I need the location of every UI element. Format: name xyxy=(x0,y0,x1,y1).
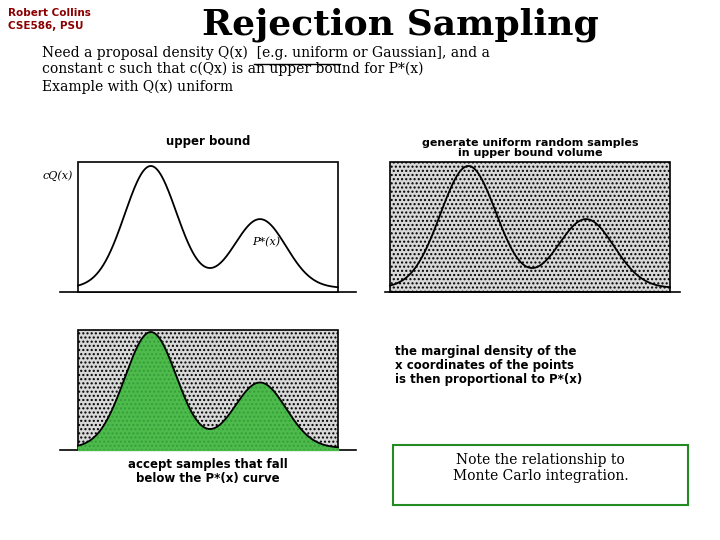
Text: upper bound: upper bound xyxy=(166,135,250,148)
Text: constant c such that c(Qx) is an upper bound for P*(x): constant c such that c(Qx) is an upper b… xyxy=(42,62,423,76)
Text: Robert Collins
CSE586, PSU: Robert Collins CSE586, PSU xyxy=(8,8,91,31)
Text: below the P*(x) curve: below the P*(x) curve xyxy=(136,472,280,485)
Text: Note the relationship to: Note the relationship to xyxy=(456,453,625,467)
Text: Example with Q(x) uniform: Example with Q(x) uniform xyxy=(42,80,233,94)
Text: accept samples that fall: accept samples that fall xyxy=(128,458,288,471)
Text: Monte Carlo integration.: Monte Carlo integration. xyxy=(453,469,629,483)
Bar xyxy=(78,162,338,292)
Text: cQ(x): cQ(x) xyxy=(42,170,73,181)
Text: P*(x): P*(x) xyxy=(252,237,280,247)
Text: generate uniform random samples: generate uniform random samples xyxy=(422,138,638,148)
Bar xyxy=(78,330,338,450)
Text: in upper bound volume: in upper bound volume xyxy=(458,148,602,158)
Text: is then proportional to P*(x): is then proportional to P*(x) xyxy=(395,373,582,386)
Bar xyxy=(393,445,688,505)
Bar xyxy=(390,162,670,292)
Text: the marginal density of the: the marginal density of the xyxy=(395,345,577,358)
Text: Rejection Sampling: Rejection Sampling xyxy=(202,8,598,43)
Text: Need a proposal density Q(x)  [e.g. uniform or Gaussian], and a: Need a proposal density Q(x) [e.g. unifo… xyxy=(42,46,490,60)
Text: x coordinates of the points: x coordinates of the points xyxy=(395,359,574,372)
